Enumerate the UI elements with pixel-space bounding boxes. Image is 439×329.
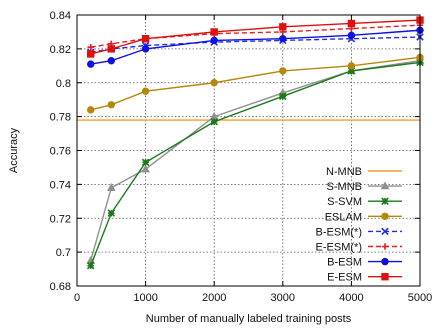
data-point-eslam: [347, 62, 356, 70]
legend-label-e-esm: E-ESM(*): [316, 242, 362, 254]
legend-label-s-mnb: S-MNB: [327, 181, 362, 193]
legend-label-s-svm: S-SVM: [327, 196, 362, 208]
data-point-s-svm: [107, 209, 116, 217]
data-point-e-esm: [210, 28, 218, 36]
legend-label-b-esm: B-ESM: [327, 257, 362, 269]
legend-marker-b-esm: [381, 257, 389, 266]
x-tick-label: 1000: [133, 292, 157, 304]
series-e-esm: [87, 21, 424, 51]
data-point-b-esm: [141, 45, 150, 53]
x-tick-label: 2000: [202, 292, 226, 304]
data-point-e-esm: [107, 45, 115, 53]
data-point-b-esm: [347, 31, 356, 40]
data-point-eslam: [210, 79, 218, 87]
data-point-e-esm: [279, 23, 287, 31]
legend-marker-e-esm: [381, 273, 389, 281]
data-point-eslam: [107, 101, 116, 109]
legend-marker-b-esm: [381, 227, 389, 236]
series-b-esm: [87, 26, 424, 68]
series-line-s-mnb: [90, 60, 421, 261]
series-line-b-esm: [90, 29, 421, 65]
y-tick-label: 0.78: [50, 112, 71, 124]
data-point-s-mnb: [141, 164, 150, 173]
y-axis-title: Accuracy: [8, 127, 20, 173]
series-group: [77, 16, 425, 270]
data-point-e-esm: [87, 43, 94, 51]
data-point-e-esm: [141, 35, 150, 43]
legend-label-eslam: ESLAM: [325, 211, 362, 223]
data-point-b-esm: [107, 57, 116, 65]
data-point-eslam: [279, 67, 287, 75]
data-point-b-esm: [279, 35, 287, 43]
x-tick-label: 3000: [271, 292, 295, 304]
y-tick-label: 0.84: [50, 10, 71, 22]
y-tick-label: 0.76: [50, 146, 71, 158]
y-tick-label: 0.7: [56, 247, 71, 259]
data-point-e-esm: [347, 19, 356, 28]
y-tick-label: 0.68: [50, 281, 71, 293]
data-point-eslam: [87, 106, 95, 114]
legend-marker-e-esm: [381, 243, 389, 250]
data-point-s-svm: [210, 117, 218, 126]
axis-ticks: 0.68 0.7 0.72 0.74 0.76 0.78 0.8 0.82 0.84 0 1000 2…: [50, 10, 433, 304]
grid-lines: [77, 15, 420, 286]
legend-marker-s-svm: [381, 197, 389, 205]
data-point-b-esm: [210, 36, 218, 45]
legend-label-n-mnb: N-MNB: [326, 166, 362, 178]
data-point-s-mnb: [106, 183, 116, 191]
data-point-eslam: [141, 87, 150, 95]
series-eslam: [87, 53, 424, 114]
data-point-e-esm: [87, 50, 95, 58]
x-tick-label: 4000: [339, 292, 363, 304]
legend-marker-eslam: [381, 212, 389, 221]
y-tick-label: 0.72: [50, 213, 71, 225]
data-point-s-svm: [279, 92, 287, 101]
legend-marker-s-mnb: [380, 181, 390, 190]
y-tick-label: 0.8: [56, 78, 71, 90]
series-s-mnb: [86, 55, 425, 264]
legend-label-e-esm: E-ESM: [327, 272, 362, 284]
series-s-svm: [86, 58, 424, 270]
data-point-s-svm: [141, 158, 150, 167]
data-point-b-esm: [87, 60, 95, 68]
x-tick-label: 0: [74, 292, 80, 304]
data-point-s-svm: [86, 261, 95, 270]
series-e-esm: [87, 16, 424, 58]
data-point-s-svm: [347, 67, 356, 75]
legend-label-b-esm: B-ESM(*): [316, 226, 362, 238]
x-axis-title: Number of manually labeled training post…: [146, 313, 352, 325]
x-tick-label: 5000: [408, 292, 432, 304]
y-tick-label: 0.74: [50, 179, 71, 191]
legend: N-MNB S-MNB S-SVM ESLAM B-ESM(*) E-ESM(*) B-ES…: [316, 166, 402, 284]
y-tick-label: 0.82: [50, 44, 71, 56]
